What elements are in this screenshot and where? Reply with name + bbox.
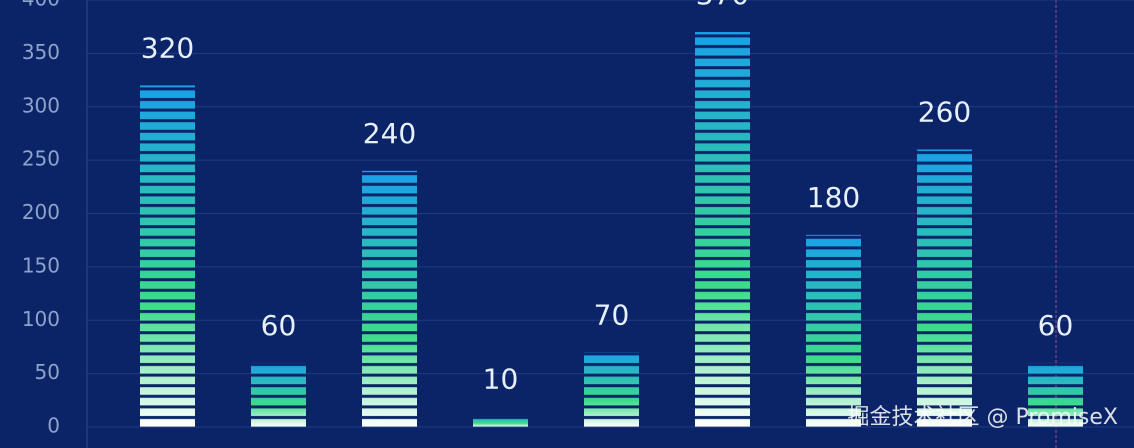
- bar: [362, 170, 417, 428]
- value-label: 180: [807, 181, 860, 214]
- y-tick-label: 350: [22, 40, 60, 64]
- value-label: 320: [141, 31, 194, 64]
- value-label: 10: [483, 362, 519, 395]
- bar: [917, 149, 972, 427]
- bar: [695, 32, 750, 428]
- value-label: 260: [918, 95, 971, 128]
- y-tick-label: 400: [22, 0, 60, 11]
- value-label: 70: [594, 298, 630, 331]
- y-tick-label: 300: [22, 93, 60, 117]
- watermark: 掘金技术社区 @ PromiseX: [848, 405, 1119, 430]
- bars: [140, 32, 1083, 428]
- value-label: 60: [261, 309, 297, 342]
- y-tick-label: 200: [22, 200, 60, 224]
- value-label: 370: [696, 0, 749, 11]
- bar: [140, 85, 195, 428]
- bar: [584, 352, 639, 427]
- y-tick-label: 150: [22, 253, 60, 277]
- bar: [1028, 362, 1083, 427]
- y-tick-label: 0: [47, 414, 60, 438]
- value-label: 240: [363, 117, 416, 150]
- bar: [806, 234, 861, 427]
- value-label: 60: [1038, 309, 1074, 342]
- y-tick-label: 50: [35, 360, 60, 384]
- y-tick-label: 100: [22, 307, 60, 331]
- labels: 0 50 100 150 200 250 300 350 400 320 60 240 10 70 370 1…: [22, 0, 1074, 438]
- bar: [473, 416, 528, 427]
- y-tick-label: 250: [22, 147, 60, 171]
- bar: [251, 362, 306, 427]
